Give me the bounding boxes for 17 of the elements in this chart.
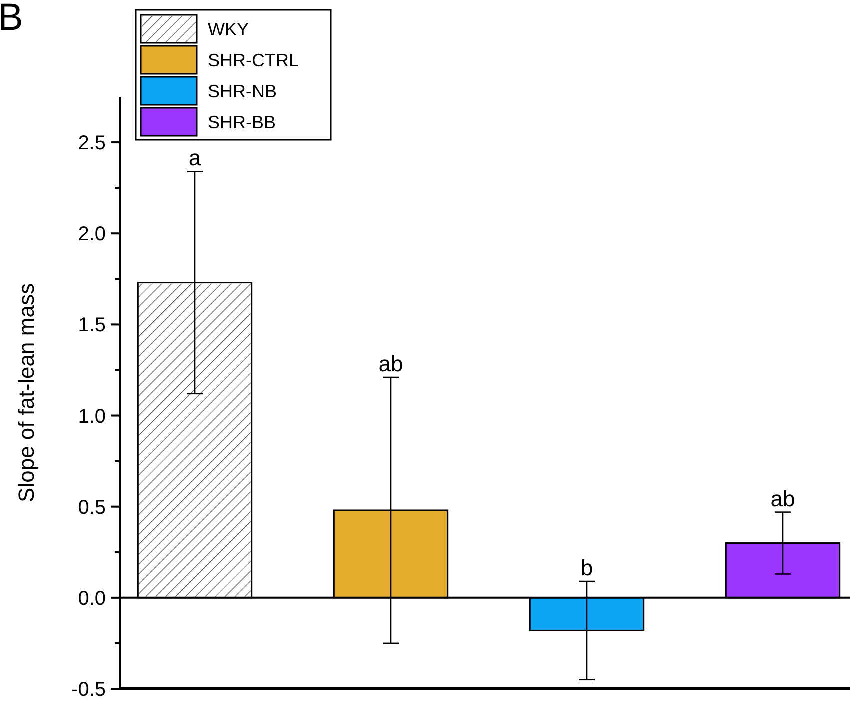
y-tick-label: 1.0 [78,406,106,428]
legend-label: WKY [208,19,250,40]
y-tick-label: 0.0 [78,588,106,610]
y-tick-label: 0.5 [78,496,106,519]
annotation: ab [378,352,404,377]
annotation: ab [770,486,796,512]
y-axis-title: Slope of fat-lean mass [14,284,39,502]
y-tick-label: -0.5 [72,679,106,701]
chart-title: B [0,0,24,39]
y-tick-label: 2.5 [78,132,106,155]
legend-label: SHR-NB [208,81,278,102]
legend-label: SHR-CTRL [208,50,300,70]
y-tick-label: 2.0 [78,224,106,246]
y-tick-label: 1.5 [78,314,106,337]
legend-label: SHR-BB [208,112,276,132]
annotation: a [188,146,202,171]
annotation: b [580,556,594,581]
